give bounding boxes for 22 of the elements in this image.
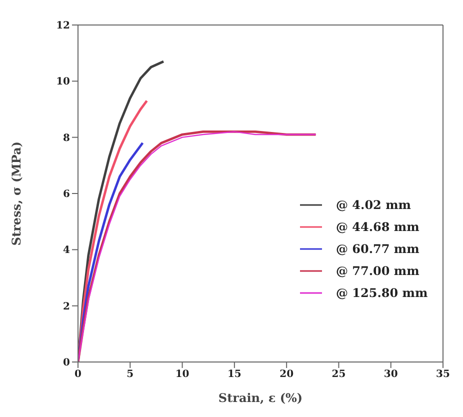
legend-label: @ 4.02 mm [336,198,411,212]
x-tick-label: 20 [280,369,294,380]
x-tick-label: 5 [126,369,134,380]
y-tick-label: 10 [56,76,70,88]
y-tick-label: 2 [63,301,70,312]
x-tick-label: 15 [227,369,242,380]
x-tick-label: 10 [175,369,190,380]
y-tick-label: 4 [63,245,70,256]
x-tick-label: 30 [384,369,398,380]
x-tick-label: 0 [74,369,82,380]
x-tick-label: 35 [436,369,450,380]
x-tick-label: 25 [332,369,346,380]
y-tick-label: 6 [63,189,70,200]
y-tick-label: 0 [63,358,70,369]
legend-label: @ 60.77 mm [336,242,420,256]
y-axis-title: Stress, σ (MPa) [9,141,24,246]
legend-label: @ 77.00 mm [336,264,420,278]
legend-label: @ 44.68 mm [336,220,420,234]
y-tick-label: 8 [63,132,70,144]
legend-label: @ 125.80 mm [336,286,428,300]
y-tick-label: 12 [56,20,70,32]
x-axis-title: Strain, ε (%) [218,391,303,405]
